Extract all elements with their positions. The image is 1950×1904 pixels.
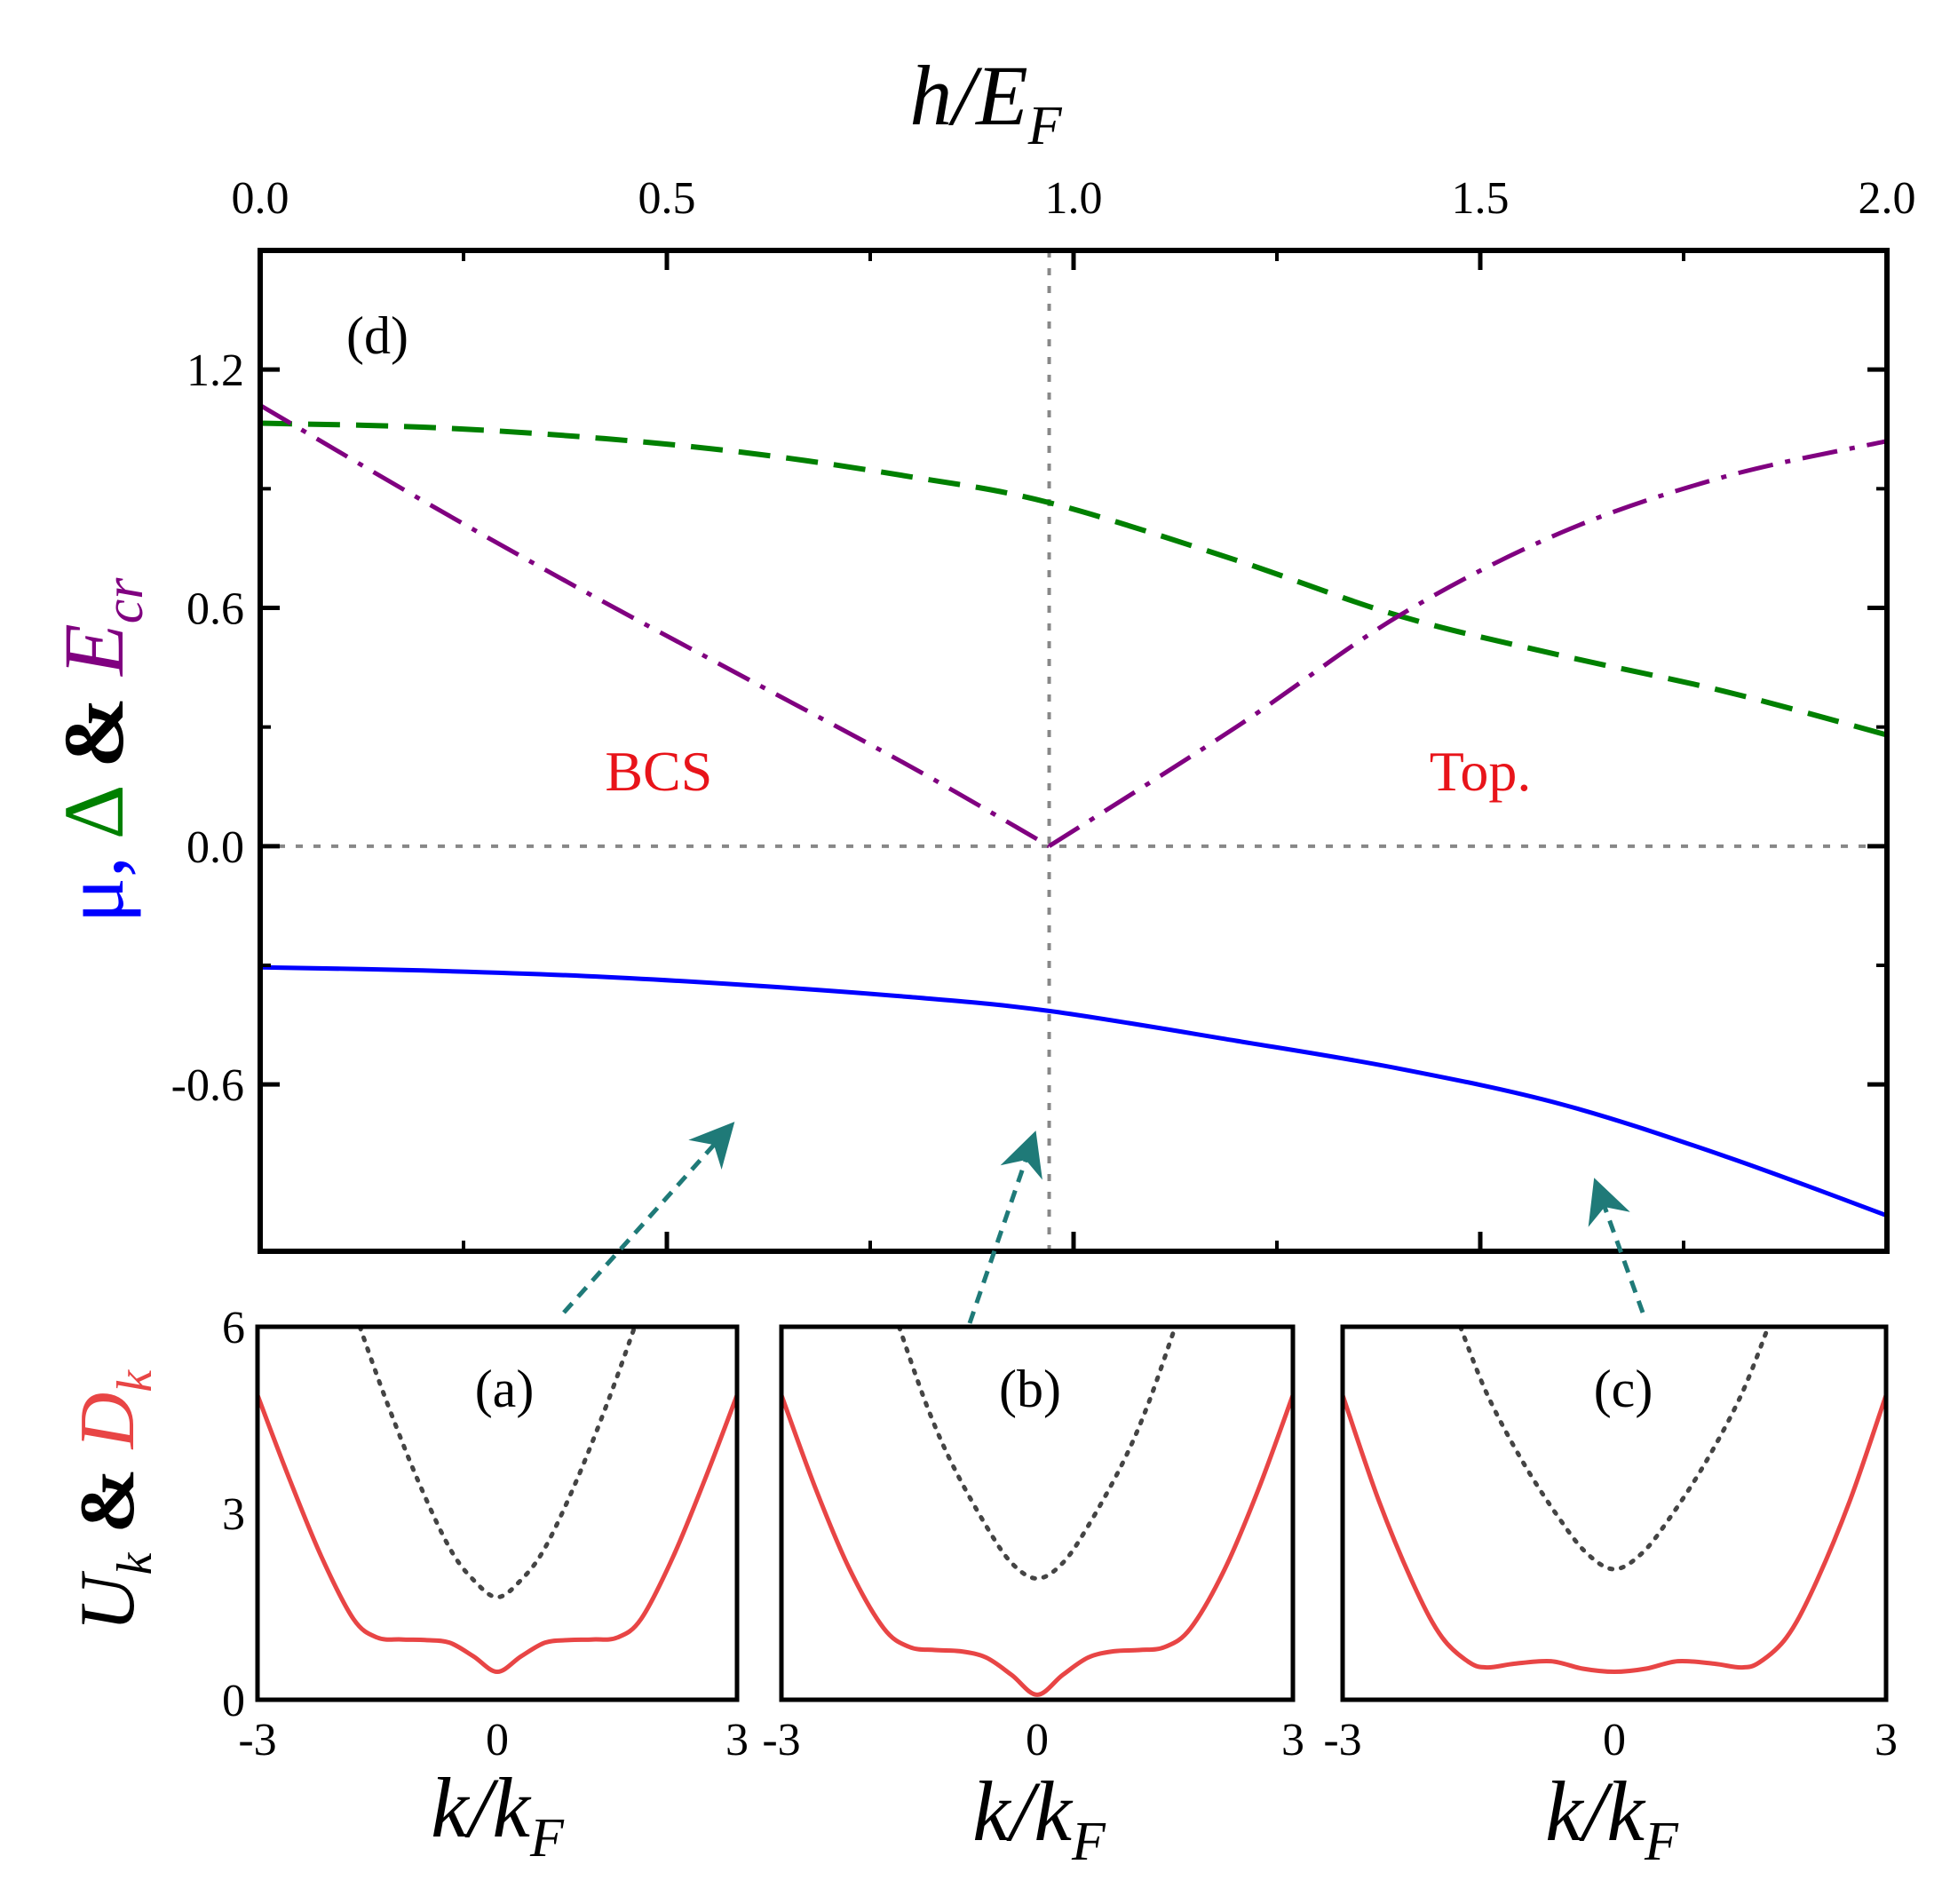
inset-y-axis-title: Uk & Dk bbox=[65, 1369, 169, 1631]
inset-y-label-u-sub: k bbox=[107, 1552, 162, 1575]
x-axis-title-b-sub: F bbox=[1071, 1812, 1106, 1872]
x-tick-label: 0 bbox=[1603, 1715, 1626, 1765]
series-u-k bbox=[1458, 1324, 1771, 1572]
y-label-mu: μ, bbox=[46, 856, 141, 923]
x-tick-label: 1.5 bbox=[1452, 173, 1510, 224]
y-tick-label: -0.6 bbox=[171, 1060, 244, 1111]
x-tick-label: 2.0 bbox=[1859, 173, 1916, 224]
y-label-amp: & bbox=[46, 697, 141, 768]
x-axis-title-top-sub: F bbox=[1027, 96, 1063, 156]
x-tick-label: 0 bbox=[1026, 1715, 1049, 1765]
x-axis-title-c: k/kF bbox=[1545, 1764, 1679, 1872]
panel-b-label: (b) bbox=[999, 1360, 1061, 1418]
y-label-ecr-sub: cr bbox=[94, 577, 155, 624]
arrow-a-to-d bbox=[562, 1122, 735, 1314]
panel-c-ticks: -3 0 3 bbox=[1323, 1715, 1898, 1765]
panel-b: -3 0 3 (b) k/kF bbox=[762, 1324, 1304, 1872]
x-tick-label: -3 bbox=[1323, 1715, 1361, 1765]
x-tick-label: 0 bbox=[486, 1715, 509, 1765]
x-tick-label: 0.0 bbox=[232, 173, 289, 224]
region-bcs: BCS bbox=[605, 740, 712, 803]
x-axis-title-a: k/kF bbox=[431, 1760, 565, 1868]
y-label-ecr: E bbox=[46, 623, 141, 678]
x-axis-title-top-main: h/E bbox=[909, 48, 1027, 143]
series-u-k bbox=[357, 1324, 638, 1600]
x-tick-label: -3 bbox=[762, 1715, 800, 1765]
region-top: Top. bbox=[1430, 740, 1532, 803]
x-tick-label: 3 bbox=[725, 1715, 749, 1765]
x-axis-title-c-main: k/k bbox=[1545, 1764, 1646, 1859]
x-axis-title-b: k/kF bbox=[972, 1764, 1106, 1872]
x-tick-label: 0.5 bbox=[638, 173, 696, 224]
panel-d-ticks: 0.0 0.5 1.0 1.5 2.0 -0.6 0.0 0.6 1.2 bbox=[171, 173, 1916, 1251]
series-u-k bbox=[897, 1324, 1177, 1582]
panel-b-frame bbox=[779, 1324, 1296, 1702]
x-tick-label: 3 bbox=[1281, 1715, 1304, 1765]
y-tick-label: 0.6 bbox=[186, 584, 244, 635]
y-label-delta: Δ bbox=[46, 787, 141, 839]
x-axis-title-a-sub: F bbox=[529, 1808, 565, 1868]
x-tick-label: 3 bbox=[1875, 1715, 1898, 1765]
x-tick-label: -3 bbox=[238, 1715, 276, 1765]
series-d-k bbox=[779, 1394, 1296, 1697]
x-axis-title-c-sub: F bbox=[1644, 1812, 1679, 1872]
y-tick-label: 0.0 bbox=[186, 822, 244, 873]
panel-d-frame bbox=[258, 248, 1890, 1254]
panel-c-frame bbox=[1340, 1324, 1889, 1702]
inset-y-label-u: U bbox=[65, 1570, 151, 1631]
inset-y-label-d-sub: k bbox=[107, 1369, 162, 1392]
x-axis-title-a-main: k/k bbox=[431, 1760, 532, 1855]
inset-y-label-amp: & bbox=[65, 1468, 151, 1533]
x-tick-label: 1.0 bbox=[1045, 173, 1103, 224]
series-d-k bbox=[255, 1394, 740, 1675]
series-ecr bbox=[258, 403, 1888, 848]
inset-y-label-d: D bbox=[65, 1392, 151, 1450]
panel-c-label: (c) bbox=[1594, 1360, 1653, 1418]
series-delta bbox=[259, 420, 1888, 738]
series-mu bbox=[259, 964, 1888, 1218]
panel-b-ticks: -3 0 3 bbox=[762, 1715, 1304, 1765]
arrow-b-to-d bbox=[967, 1130, 1042, 1324]
panel-c: -3 0 3 (c) k/kF bbox=[1323, 1324, 1898, 1872]
panel-a-frame bbox=[255, 1324, 740, 1702]
x-axis-title-top: h/EF bbox=[909, 48, 1062, 156]
y-tick-label: 3 bbox=[222, 1489, 245, 1540]
y-tick-label: 0 bbox=[222, 1676, 245, 1726]
y-tick-label: 6 bbox=[222, 1303, 245, 1353]
y-tick-label: 1.2 bbox=[186, 345, 244, 396]
y-axis-title: μ, Δ & Ecr bbox=[46, 577, 155, 924]
panel-d: 0.0 0.5 1.0 1.5 2.0 -0.6 0.0 0.6 1.2 (d) BCS Top… bbox=[46, 48, 1916, 1254]
panel-d-label: (d) bbox=[346, 306, 408, 365]
panel-a-label: (a) bbox=[475, 1360, 535, 1418]
series-d-k bbox=[1340, 1394, 1889, 1675]
x-axis-title-b-main: k/k bbox=[972, 1764, 1074, 1859]
